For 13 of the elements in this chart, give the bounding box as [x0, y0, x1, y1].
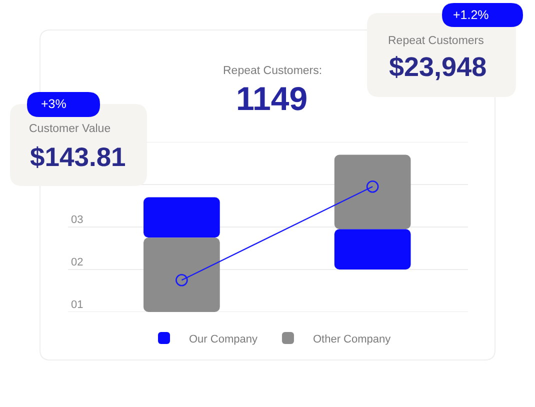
y-tick-label: 01: [71, 299, 84, 312]
text: Repeat Customers:: [223, 65, 322, 77]
text: Customer Value: [29, 123, 111, 135]
legend-label: Other Company: [312, 333, 392, 346]
text: $23,948: [389, 52, 487, 82]
legend-label: Our Company: [189, 333, 258, 346]
text: 1149: [236, 80, 308, 117]
annotation: $143.81: [30, 142, 126, 172]
y-tick-label: 03: [71, 214, 84, 226]
text: Repeat Customers: [388, 35, 484, 47]
text: +3%: [41, 97, 66, 111]
text: +1.2%: [453, 8, 489, 22]
y-tick-label: 02: [71, 256, 84, 269]
